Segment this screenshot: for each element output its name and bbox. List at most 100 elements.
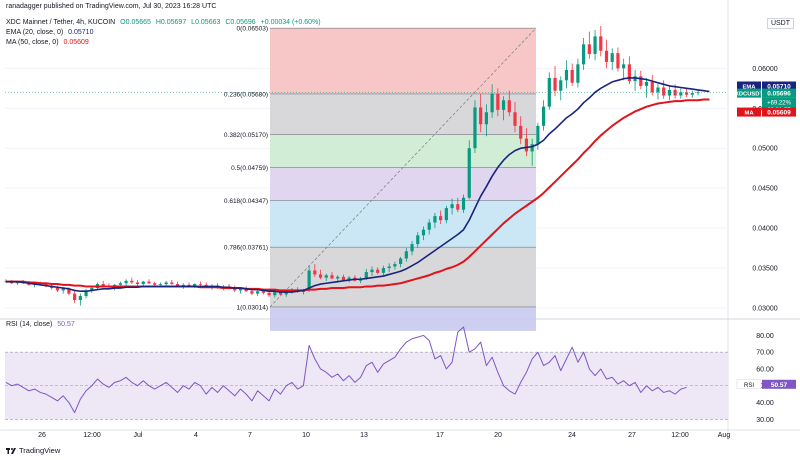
candle-body [427, 222, 431, 230]
candle-body [484, 112, 488, 125]
candle-body [690, 93, 694, 95]
candle-body [467, 148, 471, 198]
candle-body [650, 81, 654, 93]
candle-body [519, 125, 523, 139]
candle-body [330, 275, 334, 279]
price-tick-label: 0.05000 [752, 146, 777, 153]
close-value: C0.05696 [225, 19, 256, 26]
fib-label: 1(0.03014) [237, 304, 268, 311]
ma-legend-label: MA (50, close, 0) [6, 39, 59, 46]
candle-body [336, 276, 340, 279]
fib-zone-0.618 [270, 200, 536, 248]
rsi-tag-name: RSI [744, 383, 754, 389]
ma-legend[interactable]: MA (50, close, 0) 0.05609 [6, 38, 92, 47]
candle-body [67, 288, 71, 294]
change-value: +0.00034 (+0.60%) [260, 19, 321, 26]
candle-body [564, 69, 569, 81]
symbol-line: XDC Mainnet / Tether, 4h, KUCOIN O0.0566… [6, 18, 324, 27]
candle-body [479, 107, 483, 125]
candle-body [147, 281, 151, 284]
rsi-tag-value: 50.57 [771, 382, 788, 389]
time-tick-label: 20 [494, 432, 502, 439]
candle-body [101, 284, 105, 286]
price-tag-name-bg [737, 81, 761, 91]
candle-body [627, 64, 631, 82]
candle-body [187, 284, 191, 286]
author-line: ranadagger published on TradingView.com,… [6, 3, 217, 10]
candle-body [582, 44, 586, 65]
candle-body [399, 258, 403, 265]
currency-badge[interactable]: USDT [766, 18, 794, 29]
price-tag-name-bg [737, 88, 761, 98]
candle-body [616, 53, 620, 69]
time-tick-label: 4 [194, 432, 198, 439]
fib-trend-line [269, 27, 537, 308]
candle-body [198, 284, 203, 285]
fib-zone-0.382 [270, 134, 536, 168]
candle-body [507, 100, 511, 113]
candle-body [118, 283, 122, 285]
fib-label: 0.618(0.04347) [224, 198, 268, 205]
candle-body [536, 125, 540, 145]
low-value: L0.05663 [191, 19, 221, 26]
ema-legend-value: 0.05710 [68, 29, 94, 36]
candle-body [593, 36, 597, 54]
candle-body [387, 266, 391, 269]
candle-body [496, 93, 500, 110]
candle-body [570, 69, 574, 83]
rsi-tick-label: 40.00 [756, 400, 774, 407]
time-tick-label: 13 [360, 432, 368, 439]
candle-body [273, 292, 277, 296]
price-tag-name-bg [737, 107, 761, 117]
candle-body [576, 64, 580, 83]
candle-body [473, 107, 477, 149]
rsi-tag-value-bg [762, 379, 796, 389]
candle-body [130, 280, 134, 283]
ema-legend[interactable]: EMA (20, close, 0) 0.05710 [6, 28, 96, 37]
candle-body [347, 277, 351, 281]
candle-body [267, 292, 271, 296]
rsi-legend[interactable]: RSI (14, close) 50.57 [6, 320, 78, 329]
price-tick-label: 0.03500 [752, 266, 777, 273]
time-tick-label: Aug [718, 432, 731, 439]
candle-body [307, 270, 311, 291]
candle-body [318, 274, 323, 278]
candle-body [553, 77, 557, 91]
price-tag-name: EMA [743, 84, 757, 90]
candle-body [667, 89, 672, 96]
rsi-tick-label: 60.00 [756, 366, 774, 373]
fib-label: 0.382(0.05170) [224, 132, 268, 139]
candle-body [644, 81, 649, 86]
candle-body [433, 216, 437, 223]
candle-body [233, 288, 237, 291]
time-tick-label: 26 [38, 432, 46, 439]
rsi-tick-label: 30.00 [756, 417, 774, 424]
time-tick-label: 27 [628, 432, 636, 439]
candle-body [278, 292, 283, 295]
candle-body [662, 87, 666, 96]
price-tag-value: 0.05609 [767, 110, 791, 117]
price-tag-name: XDCUSDT [735, 92, 763, 98]
price-tick-label: 0.04500 [752, 186, 777, 193]
tradingview-logo[interactable]: TradingView [6, 446, 60, 455]
candle-body [78, 296, 82, 301]
candle-body [153, 283, 157, 285]
candle-body [599, 36, 603, 51]
candle-body [124, 280, 128, 284]
candle-body [170, 282, 174, 285]
candle-body [55, 288, 60, 291]
candle-body [73, 293, 77, 301]
candle-body [370, 269, 374, 273]
price-tag-value-bg [762, 88, 796, 98]
candle-body [587, 44, 591, 54]
candle-body [622, 64, 626, 69]
tradingview-icon [6, 447, 16, 455]
rsi-tag-name-bg [736, 379, 762, 390]
candle-body [547, 77, 551, 107]
candle-body [244, 288, 248, 292]
rsi-tick-label: 70.00 [756, 350, 774, 357]
candle-body [501, 100, 506, 110]
candle-body [456, 204, 460, 210]
candle-body [175, 284, 180, 287]
